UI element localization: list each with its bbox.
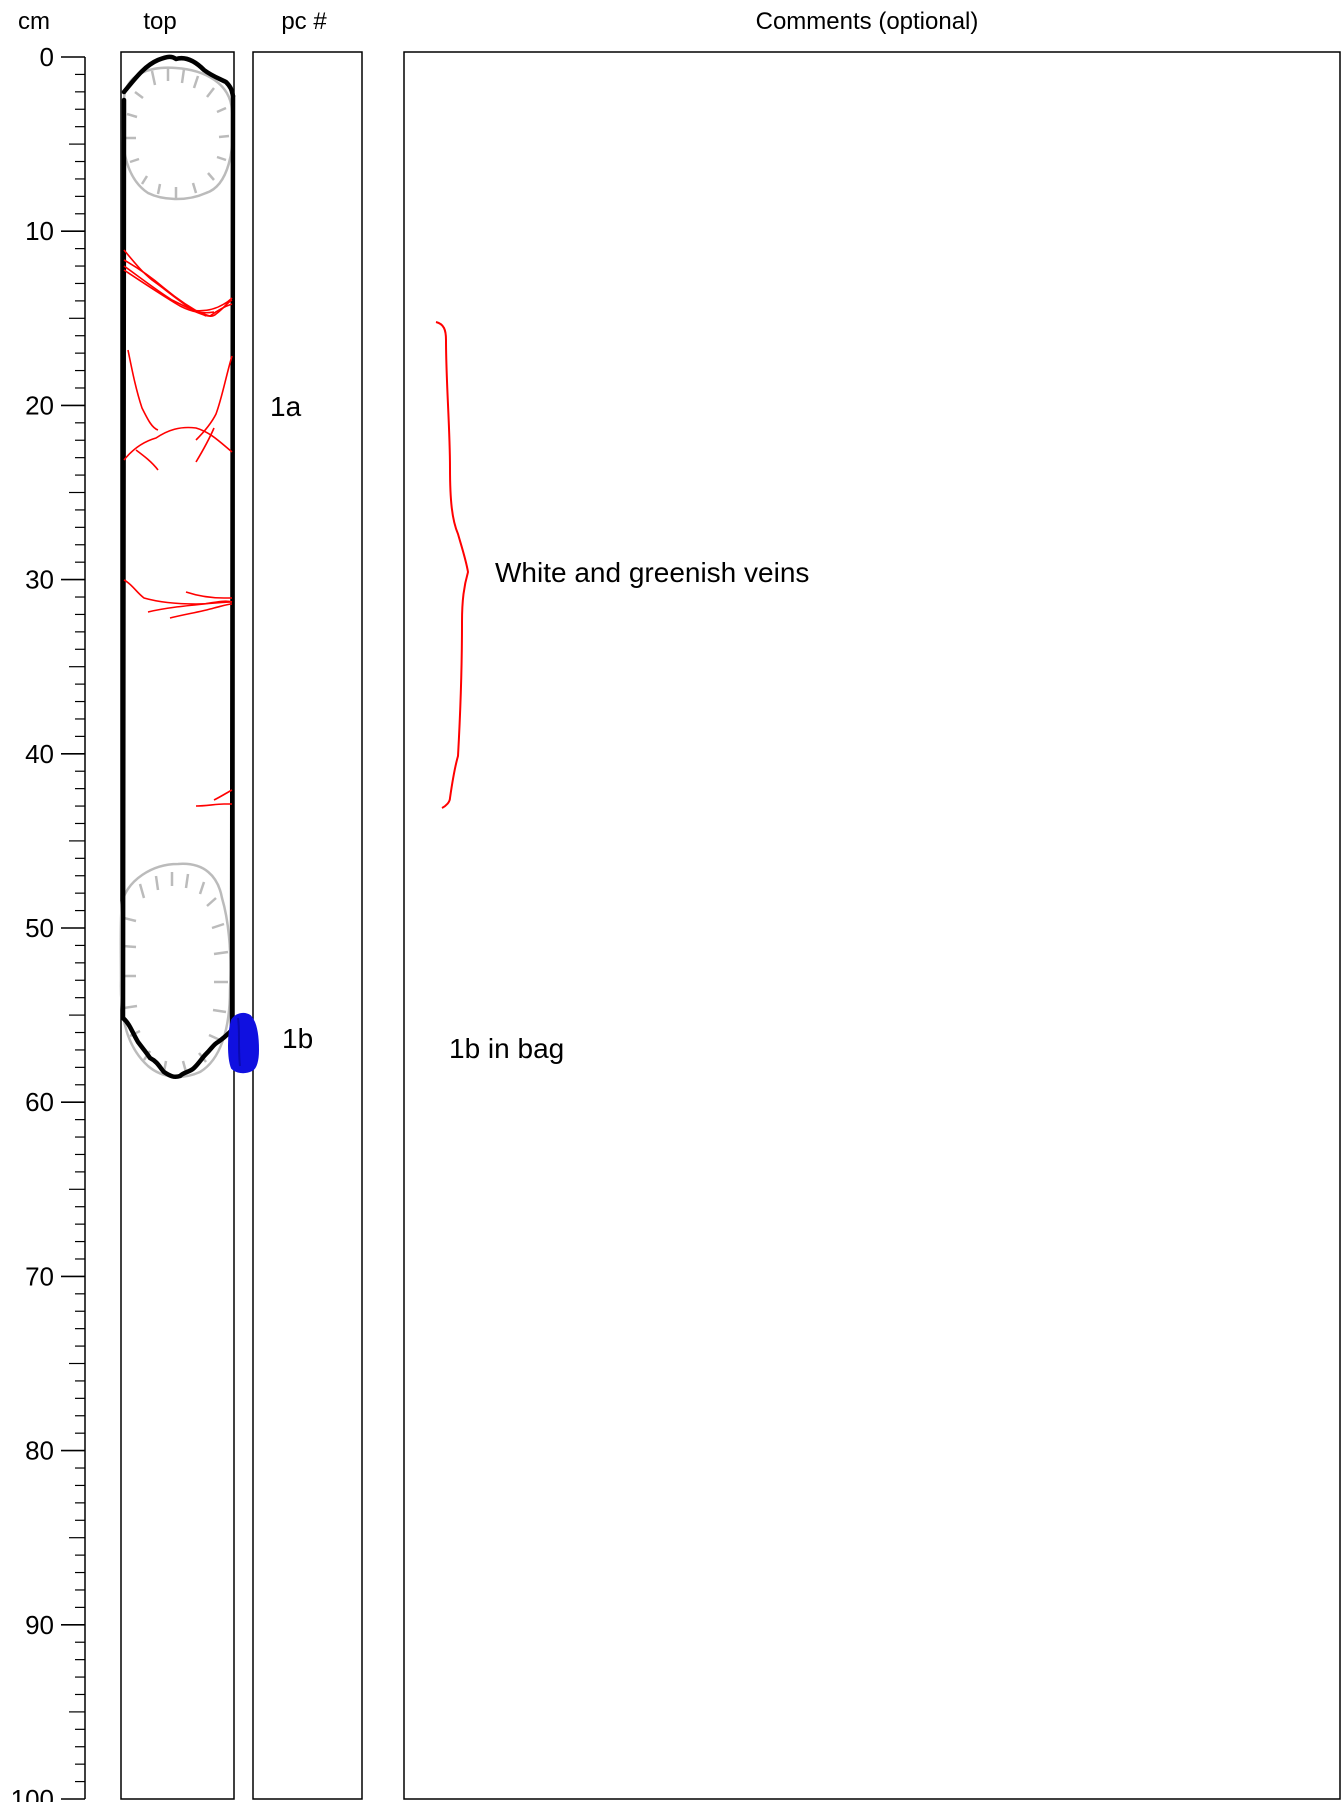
depth-scale: 0 10 20 30 40 50 60 70 80 90 100 [11,42,86,1802]
comment-veins: White and greenish veins [495,557,809,588]
depth-unit-header: cm [18,8,50,35]
core-piece-drawing [119,54,236,1080]
depth-tick-label: 100 [11,1784,54,1802]
piece-label-1b: 1b [282,1023,313,1054]
comment-1b-in-bag: 1b in bag [449,1033,564,1064]
depth-tick-labels: 0 10 20 30 40 50 60 70 80 90 100 [11,42,54,1802]
comments-column-header: Comments (optional) [756,8,979,35]
depth-tick-label: 10 [25,216,54,246]
vein-interval-bracket [435,321,470,809]
depth-tick-label: 30 [25,565,54,595]
depth-tick-label: 20 [25,390,54,420]
void-upper [121,66,235,201]
depth-tick-label: 90 [25,1610,54,1640]
depth-tick-label: 60 [25,1087,54,1117]
depth-tick-label: 0 [40,42,54,72]
top-column-header: top [143,8,176,35]
depth-tick-label: 80 [25,1436,54,1466]
piece-label-1a: 1a [270,391,302,422]
piece-column-box [252,51,363,1800]
depth-tick-label: 40 [25,739,54,769]
piece-outline [120,54,236,1080]
piece-column-header: pc # [281,8,327,35]
sample-marker-1b [228,1012,260,1074]
depth-ticks [61,56,85,1800]
vein-traces [123,249,233,807]
depth-tick-label: 70 [25,1261,54,1291]
depth-tick-label: 50 [25,913,54,943]
comments-column-box [403,51,1341,1800]
